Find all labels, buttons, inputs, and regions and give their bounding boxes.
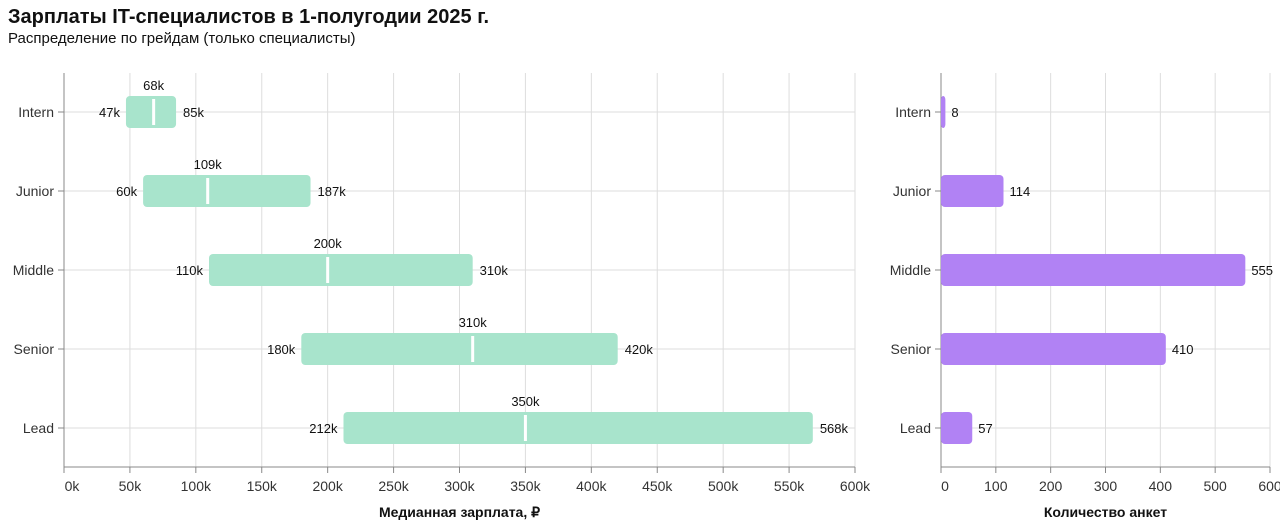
salary-range-bar (125, 96, 177, 128)
count-bar (941, 412, 973, 444)
x-tick-label: 400 (1149, 478, 1173, 494)
count-value-label: 114 (1010, 184, 1031, 199)
count-bar (941, 175, 1004, 207)
low-value-label: 110k (176, 263, 204, 278)
x-tick-label: 600k (840, 478, 871, 494)
x-tick-label: 50k (119, 478, 143, 494)
median-value-label: 68k (143, 78, 164, 93)
x-tick-label: 300k (444, 478, 475, 494)
x-tick-label: 600 (1258, 478, 1280, 494)
low-value-label: 47k (99, 105, 120, 120)
x-tick-label: 300 (1094, 478, 1118, 494)
x-tick-label: 550k (774, 478, 805, 494)
y-tick-label: Senior (891, 341, 932, 357)
salary-range-bar (209, 254, 473, 286)
x-tick-label: 0 (941, 478, 949, 494)
x-tick-label: 0k (65, 478, 81, 494)
x-tick-label: 400k (576, 478, 607, 494)
x-tick-label: 500k (708, 478, 739, 494)
x-tick-label: 100 (984, 478, 1008, 494)
y-tick-label: Junior (893, 183, 931, 199)
salary-range-bar (143, 175, 311, 207)
median-value-label: 200k (314, 236, 343, 251)
y-tick-label: Junior (16, 183, 54, 199)
x-tick-label: 150k (247, 478, 278, 494)
y-tick-label: Senior (14, 341, 55, 357)
x-tick-label: 500 (1203, 478, 1227, 494)
low-value-label: 60k (116, 184, 137, 199)
x-tick-label: 350k (510, 478, 541, 494)
salary-range-bar (301, 333, 618, 365)
count-value-label: 555 (1251, 263, 1273, 278)
high-value-label: 85k (183, 105, 204, 120)
y-tick-label: Lead (23, 420, 54, 436)
y-tick-label: Intern (18, 104, 54, 120)
low-value-label: 212k (309, 421, 338, 436)
count-value-label: 410 (1172, 342, 1194, 357)
count-bar (941, 333, 1166, 365)
x-tick-label: 250k (378, 478, 409, 494)
high-value-label: 420k (625, 342, 654, 357)
y-tick-label: Intern (895, 104, 931, 120)
chart-title: Зарплаты IT-специалистов в 1-полугодии 2… (8, 6, 490, 28)
x-axis-title: Количество анкет (1044, 504, 1167, 520)
x-tick-label: 450k (642, 478, 673, 494)
count-bar (941, 96, 946, 128)
median-value-label: 310k (459, 315, 488, 330)
count-value-label: 57 (978, 421, 992, 436)
y-tick-label: Middle (890, 262, 931, 278)
high-value-label: 187k (318, 184, 347, 199)
y-tick-label: Lead (900, 420, 931, 436)
high-value-label: 310k (480, 263, 509, 278)
salary-range-bar (343, 412, 813, 444)
x-tick-label: 200k (312, 478, 343, 494)
x-axis-title: Медианная зарплата, ₽ (379, 504, 540, 520)
median-value-label: 350k (511, 394, 540, 409)
x-tick-label: 200 (1039, 478, 1063, 494)
median-value-label: 109k (194, 157, 223, 172)
y-tick-label: Middle (13, 262, 54, 278)
count-value-label: 8 (951, 105, 958, 120)
chart-subtitle: Распределение по грейдам (только специал… (8, 30, 356, 47)
count-bar (941, 254, 1246, 286)
low-value-label: 180k (267, 342, 296, 357)
x-tick-label: 100k (181, 478, 212, 494)
high-value-label: 568k (820, 421, 849, 436)
